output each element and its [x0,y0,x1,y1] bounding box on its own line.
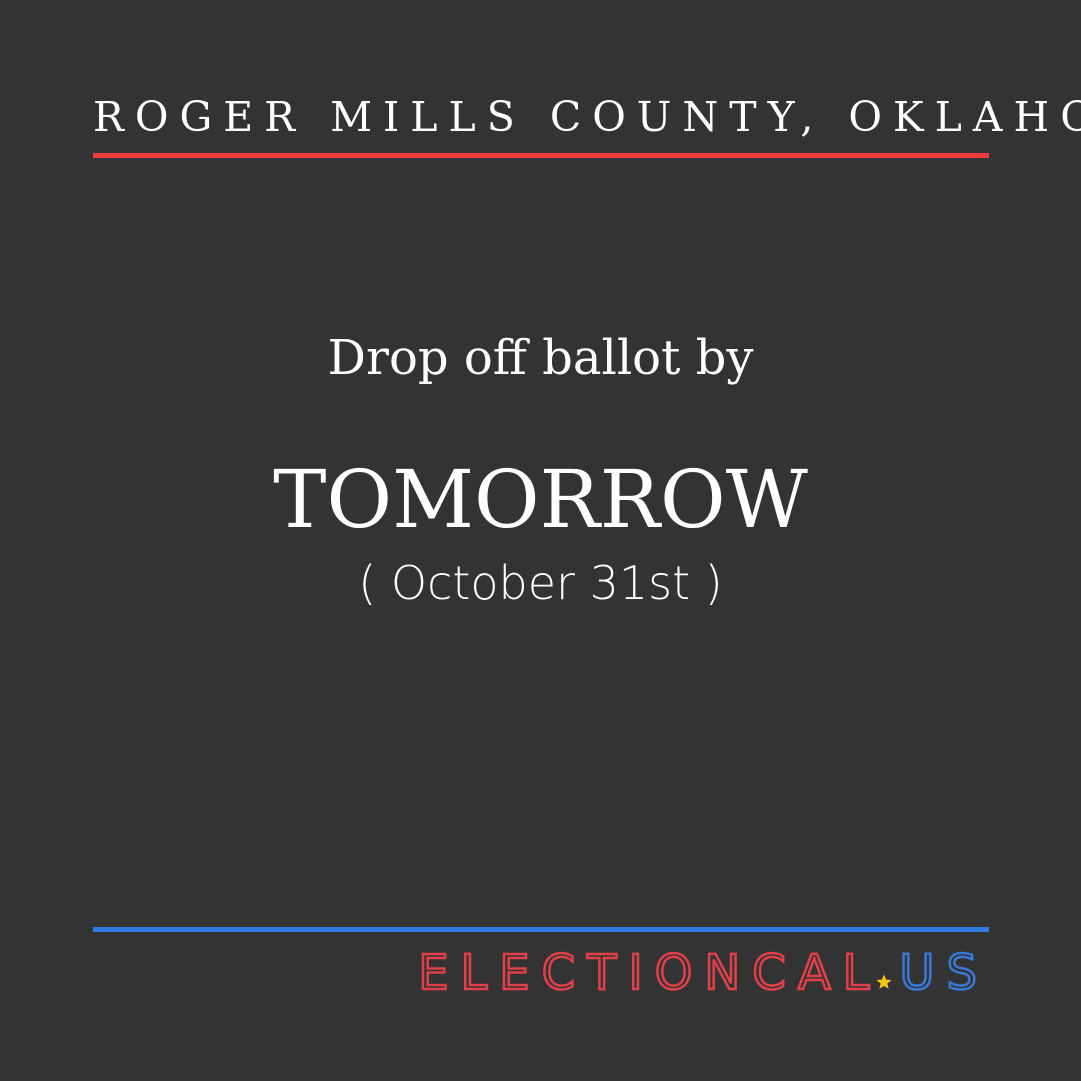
deadline-date: ( October 31st ) [0,555,1081,611]
bottom-blue-divider [93,927,989,932]
county-title: ROGER MILLS COUNTY, OKLAHOMA [93,93,1081,141]
top-red-divider [93,153,989,158]
star-icon [875,973,893,991]
deadline-text: TOMORROW [0,452,1081,548]
instruction-text: Drop off ballot by [0,328,1081,388]
electioncal-logo: ELECTIONCAL US [418,945,989,1001]
logo-text-left: ELECTIONCAL [418,945,881,1001]
logo-text-right: US [899,945,989,1001]
